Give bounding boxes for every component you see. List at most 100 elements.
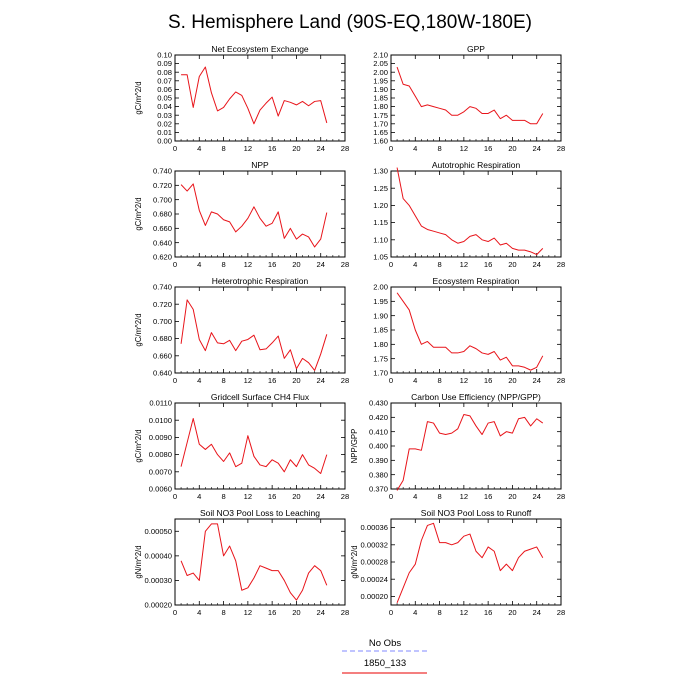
plot-frame [390,518,562,606]
y-tick-label: 0.700 [153,317,172,326]
x-tick-label: 16 [268,492,276,501]
plot-frame [174,54,346,142]
y-tick-label: 0.0100 [149,416,172,425]
panel-title: Autotrophic Respiration [432,160,521,170]
y-tick-label: 0.680 [153,210,172,219]
x-tick-label: 20 [292,376,300,385]
x-tick-label: 28 [341,492,349,501]
chart-panel: Carbon Use Efficiency (NPP/GPP) 0 4 8 12 16 20… [350,392,565,501]
x-tick-label: 8 [437,144,441,153]
x-tick-label: 20 [508,260,516,269]
x-tick-label: 4 [413,376,417,385]
y-tick-label: 1.95 [373,76,388,85]
y-tick-label: 1.85 [373,326,388,335]
x-tick-label: 12 [244,492,252,501]
legend-label-1850-133: 1850_133 [364,658,406,669]
x-tick-label: 12 [244,608,252,617]
y-tick-label: 0.00020 [145,601,172,610]
x-tick-label: 4 [413,260,417,269]
y-tick-label: 2.00 [373,283,388,292]
x-tick-label: 20 [508,608,516,617]
series-line-1850-133 [396,66,544,125]
y-tick-label: 1.65 [373,128,388,137]
y-tick-label: 0.740 [153,283,172,292]
x-tick-label: 8 [221,608,225,617]
y-tick-label: 0.0060 [149,485,172,494]
y-tick-label: 0.00028 [361,558,388,567]
x-tick-label: 28 [341,144,349,153]
x-tick-label: 8 [221,376,225,385]
y-tick-label: 0.660 [153,351,172,360]
panel-title: Soil NO3 Pool Loss to Runoff [421,508,532,518]
series-line-1850-133 [396,292,544,371]
x-tick-label: 12 [460,376,468,385]
x-tick-label: 8 [437,608,441,617]
x-tick-label: 4 [413,608,417,617]
x-tick-label: 24 [532,492,540,501]
y-tick-label: 1.95 [373,297,388,306]
chart-panel: GPP 0 4 8 12 16 20 24 28 1.601.651.701.751.801.85… [373,44,565,153]
y-tick-label: 1.90 [373,85,388,94]
x-tick-label: 0 [389,608,393,617]
y-tick-label: 0.00020 [361,592,388,601]
y-tick-label: 0.00024 [361,575,388,584]
chart-panel: Ecosystem Respiration 0 4 8 12 16 20 24 28 1.70 1.… [373,276,565,385]
panel-title: Gridcell Surface CH4 Flux [211,392,310,402]
y-tick-label: 0.0110 [149,399,172,408]
y-tick-label: 0.640 [153,238,172,247]
panel-title: Carbon Use Efficiency (NPP/GPP) [411,392,541,402]
x-tick-label: 16 [484,608,492,617]
series-line-1850-133 [180,183,328,248]
y-tick-label: 0.00036 [361,523,388,532]
x-tick-label: 0 [389,492,393,501]
legend-label-no-obs: No Obs [369,638,401,649]
y-tick-label: 1.85 [373,94,388,103]
x-tick-label: 28 [341,376,349,385]
x-tick-label: 12 [460,608,468,617]
x-tick-label: 0 [389,144,393,153]
series-line-1850-133 [180,417,328,475]
x-tick-label: 4 [197,376,201,385]
chart-panel: Gridcell Surface CH4 Flux 0 4 8 12 16 20 24 28 0.… [134,392,349,501]
series-line-1850-133 [396,413,544,491]
y-axis-label: gC/m^2/d [134,197,143,230]
x-tick-label: 8 [437,492,441,501]
y-tick-label: 0.720 [153,181,172,190]
y-tick-label: 0.0080 [149,450,172,459]
x-tick-label: 4 [413,144,417,153]
x-tick-label: 24 [532,608,540,617]
y-tick-label: 0.06 [157,85,172,94]
x-tick-label: 4 [197,260,201,269]
y-tick-label: 1.05 [373,253,388,262]
x-tick-label: 0 [389,260,393,269]
x-tick-label: 8 [221,492,225,501]
y-tick-label: 0.05 [157,94,172,103]
x-tick-label: 4 [197,492,201,501]
x-tick-label: 0 [173,608,177,617]
x-tick-label: 28 [557,260,565,269]
y-tick-label: 0.04 [157,102,172,111]
x-tick-label: 12 [460,144,468,153]
x-tick-label: 12 [244,260,252,269]
x-tick-label: 20 [292,492,300,501]
y-axis-label: NPP/GPP [350,429,359,464]
x-tick-label: 16 [268,608,276,617]
plot-frame [174,518,346,606]
y-tick-label: 0.03 [157,111,172,120]
x-tick-label: 24 [316,492,324,501]
y-tick-label: 1.80 [373,102,388,111]
y-tick-label: 1.75 [373,111,388,120]
x-tick-label: 28 [557,144,565,153]
y-tick-label: 1.25 [373,184,388,193]
x-tick-label: 0 [389,376,393,385]
x-tick-label: 20 [508,144,516,153]
x-tick-label: 20 [292,608,300,617]
y-tick-label: 0.08 [157,68,172,77]
panel-title: Ecosystem Respiration [433,276,520,286]
series-line-1850-133 [180,299,328,371]
x-tick-label: 12 [244,144,252,153]
x-tick-label: 16 [268,376,276,385]
